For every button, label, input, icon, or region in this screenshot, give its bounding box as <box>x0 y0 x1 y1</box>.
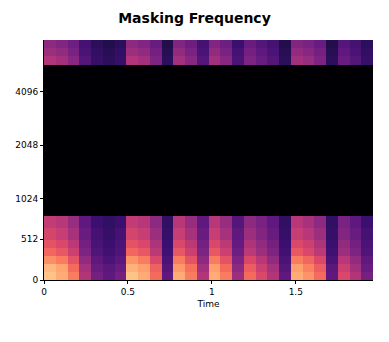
svg-text:0.5: 0.5 <box>121 287 135 297</box>
svg-text:1.5: 1.5 <box>289 287 303 297</box>
svg-text:Time: Time <box>196 299 219 309</box>
svg-text:Masking Frequency: Masking Frequency <box>118 10 271 26</box>
svg-text:512: 512 <box>21 234 38 244</box>
svg-text:1: 1 <box>209 287 215 297</box>
svg-text:0: 0 <box>32 275 38 285</box>
svg-text:0: 0 <box>41 287 47 297</box>
svg-text:4096: 4096 <box>15 87 38 97</box>
svg-text:2048: 2048 <box>15 140 38 150</box>
svg-text:1024: 1024 <box>15 194 38 204</box>
